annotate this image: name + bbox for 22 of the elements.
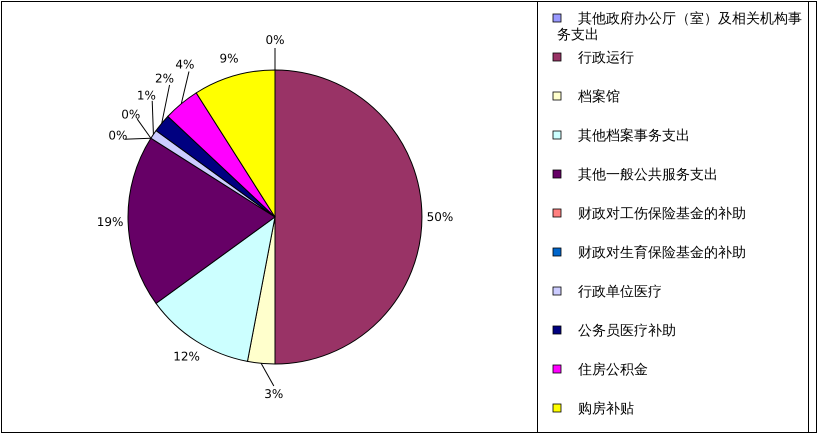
legend-label: 其他政府办公厅（室）及相关机构事务支出: [557, 11, 802, 43]
text: 0%: [121, 107, 140, 122]
legend-label: 其他一般公共服务支出: [578, 167, 718, 183]
legend-label: 购房补贴: [578, 401, 634, 417]
data-label: 9%: [219, 52, 238, 66]
legend-label: 其他档案事务支出: [578, 127, 690, 144]
data-label: 12%: [173, 349, 200, 364]
data-label: 1%: [136, 88, 156, 102]
legend-label: 住房公积金: [577, 362, 648, 378]
data-label: 4%: [175, 58, 194, 72]
legend-label: 公务员医疗补助: [578, 323, 676, 339]
text: 0%: [265, 33, 285, 47]
legend-label: 档案馆: [577, 88, 620, 105]
text: 0%: [108, 128, 128, 143]
data-label: 50%: [426, 210, 454, 224]
data-label: 2%: [155, 72, 174, 86]
legend-label: 财政对工伤保险基金的补助: [578, 206, 746, 222]
data-label: 3%: [264, 386, 284, 401]
data-label: 19%: [96, 215, 124, 230]
legend-label: 财政对生育保险基金的补助: [578, 244, 746, 261]
legend-label: 行政单位医疗: [578, 284, 662, 300]
legend-label: 行政运行: [578, 50, 634, 66]
